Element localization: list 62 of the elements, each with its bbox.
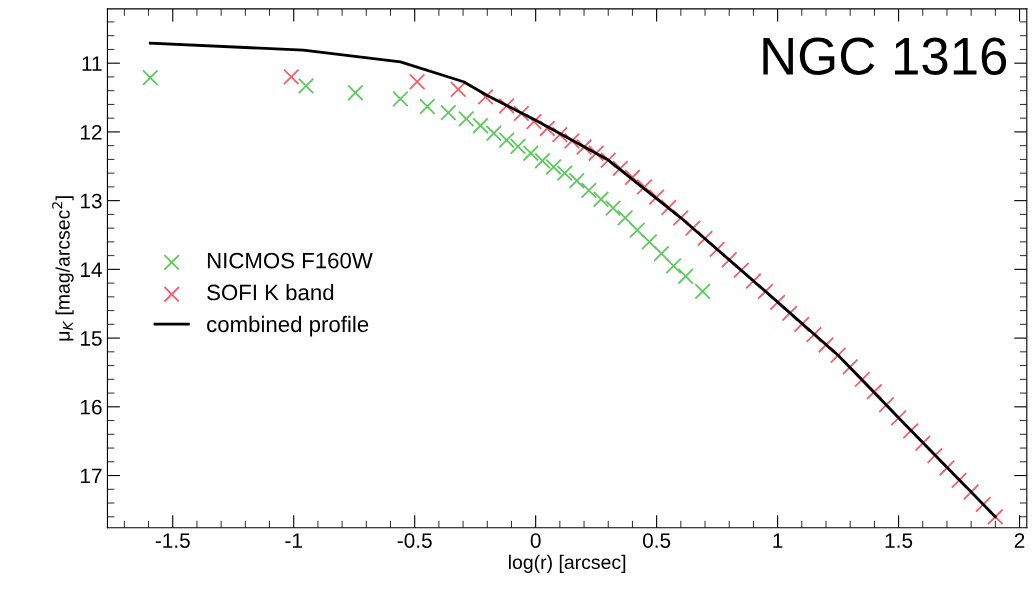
y-tick-label: 14 <box>80 262 102 277</box>
x-tick-label: 0 <box>530 533 541 548</box>
x-tick-label: -1.5 <box>155 533 190 548</box>
x-axis-title: log(r) [arcsec] <box>509 554 626 573</box>
point <box>575 138 593 156</box>
point <box>672 209 690 227</box>
legend-label: NICMOS F160W <box>207 252 373 269</box>
point <box>563 132 581 150</box>
point <box>522 145 540 162</box>
point <box>580 182 598 199</box>
point <box>498 131 515 149</box>
point <box>556 164 573 182</box>
point <box>568 172 585 189</box>
point <box>283 68 300 86</box>
x-tick-label: -0.5 <box>397 533 432 548</box>
point <box>694 283 711 300</box>
point <box>485 125 502 142</box>
point <box>472 117 489 134</box>
point <box>616 209 634 227</box>
legend-label: SOFI K band <box>207 284 334 301</box>
x-tick-label: 1 <box>773 533 783 548</box>
point <box>297 77 315 95</box>
point <box>392 90 409 108</box>
legend-label: combined profile <box>207 315 369 337</box>
point <box>604 200 622 217</box>
y-axis-title: μ$_{K}$ [mag/arcsec$^{2}$] <box>52 196 74 341</box>
y-tick-label: 17 <box>80 468 102 484</box>
point <box>665 257 682 275</box>
x-tick-label: 1.5 <box>885 533 913 548</box>
x-tick-label: 2 <box>1014 533 1025 548</box>
point <box>440 104 457 121</box>
point <box>142 69 159 86</box>
point <box>612 160 629 177</box>
point <box>347 84 364 101</box>
point <box>636 178 653 196</box>
point <box>551 126 569 143</box>
point <box>624 169 641 186</box>
point <box>509 138 527 155</box>
annotation: NGC 1316 <box>763 37 1007 75</box>
y-tick-label: 16 <box>80 399 102 415</box>
x-tick-label: -1 <box>285 533 302 548</box>
y-tick-label: 11 <box>82 56 102 71</box>
point <box>458 110 475 128</box>
point <box>513 105 530 122</box>
y-tick-label: 12 <box>80 124 102 140</box>
point <box>408 73 426 90</box>
point <box>450 81 467 98</box>
point <box>419 98 436 115</box>
point <box>498 97 515 114</box>
x-tick-label: 0.5 <box>642 533 671 548</box>
y-tick-label: 15 <box>80 331 102 346</box>
point <box>587 145 605 162</box>
y-tick-label: 13 <box>80 193 102 209</box>
point <box>677 268 694 285</box>
point <box>539 120 556 137</box>
point <box>629 222 646 239</box>
point <box>545 158 562 176</box>
point <box>592 191 610 208</box>
point <box>653 245 670 262</box>
point <box>600 151 617 169</box>
point <box>641 233 658 251</box>
point <box>534 152 551 169</box>
